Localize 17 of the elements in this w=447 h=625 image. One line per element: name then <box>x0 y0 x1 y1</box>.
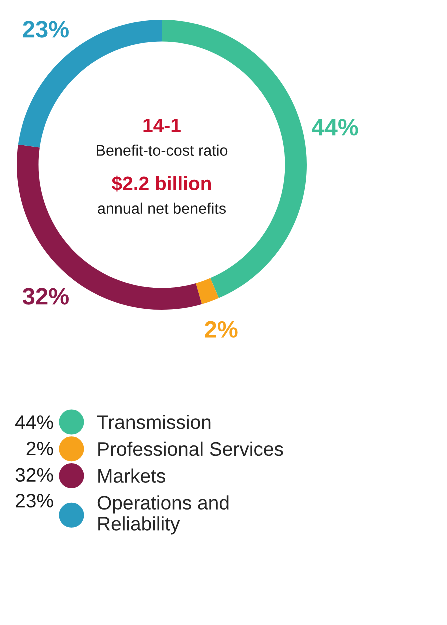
data-label: 23% <box>23 21 69 38</box>
text: annual net benefits <box>98 202 226 214</box>
text: 2% <box>26 442 54 456</box>
donut-slice <box>196 278 220 304</box>
data-label: 44% <box>312 119 358 136</box>
data-label: 32% <box>22 288 69 305</box>
text: Benefit-to-cost ratio <box>97 144 228 156</box>
legend-label: Markets <box>98 468 166 484</box>
legend-label: Operations and Reliability <box>98 496 229 535</box>
text: 23% <box>16 494 54 508</box>
text: 32% <box>16 468 54 482</box>
text: 14-1 <box>144 118 181 132</box>
legend-label: Professional Services <box>98 442 284 456</box>
legend-label: Transmission <box>97 415 211 430</box>
text: $2.2 billion <box>112 176 212 192</box>
text: 44% <box>16 416 54 430</box>
data-label: 2% <box>205 321 238 338</box>
